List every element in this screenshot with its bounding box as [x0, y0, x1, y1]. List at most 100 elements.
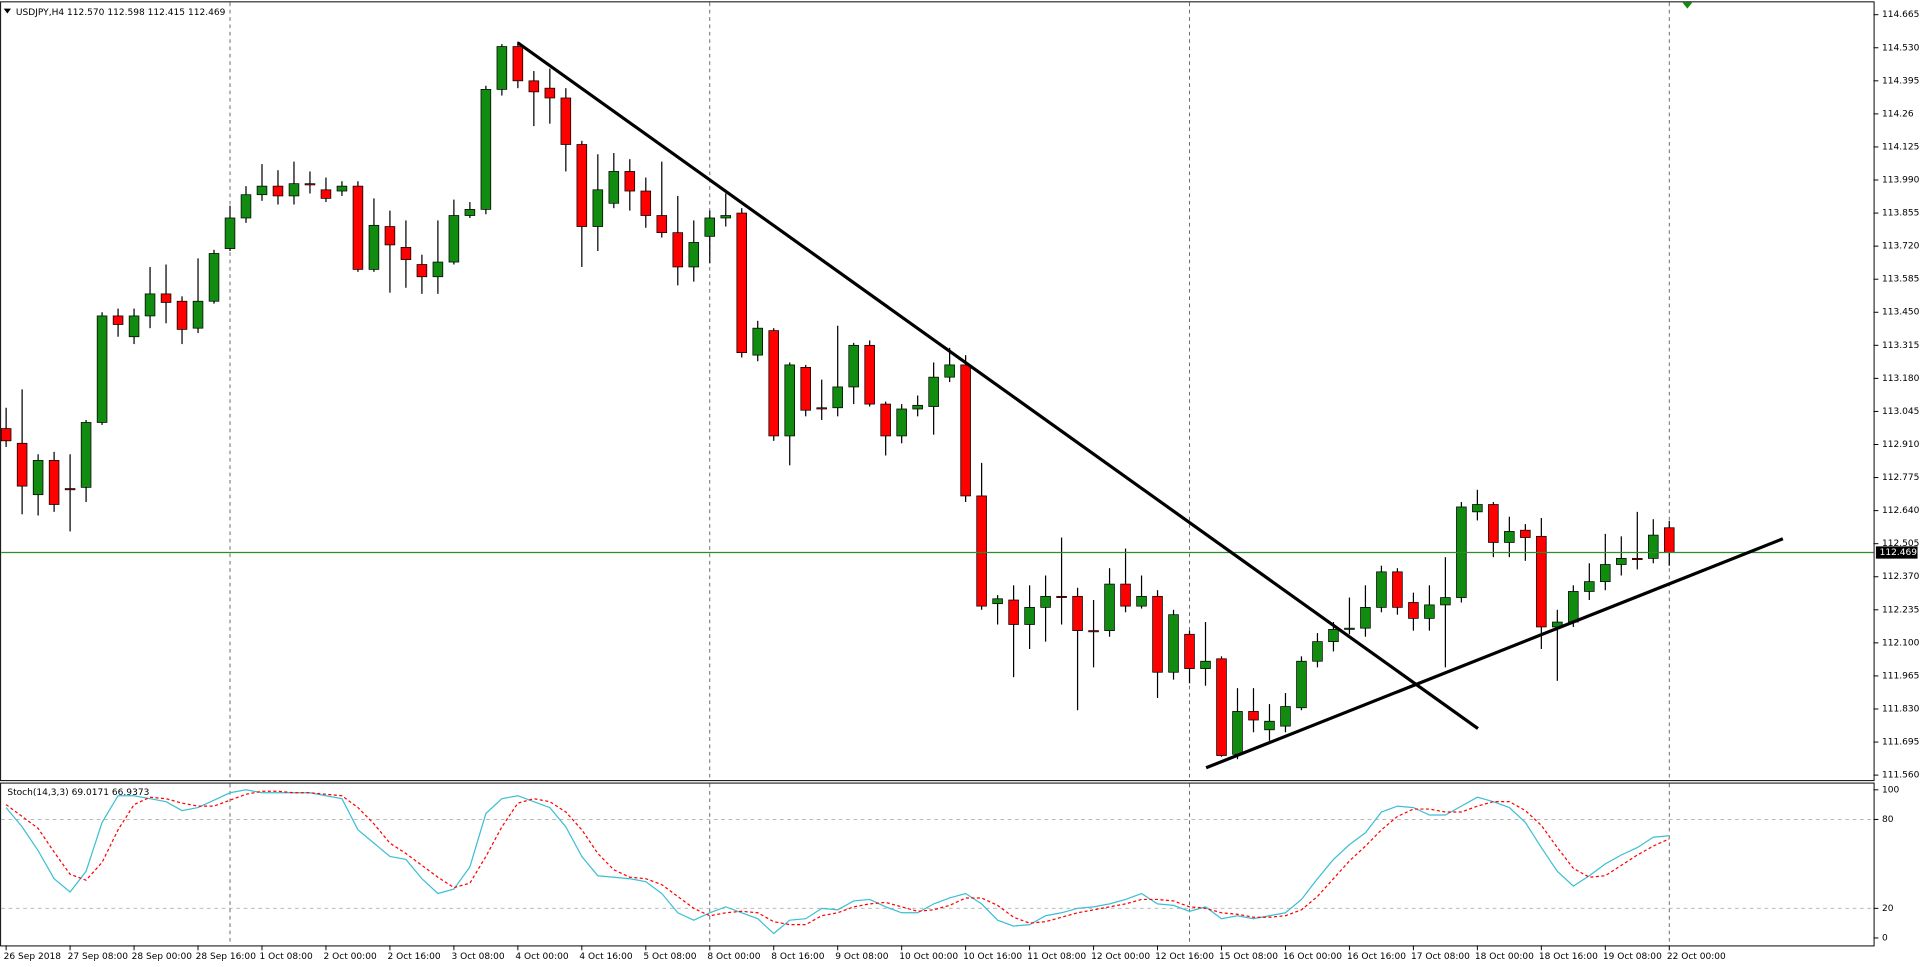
candle-body: [1312, 641, 1323, 662]
x-tick-label: 12 Oct 00:00: [1091, 952, 1150, 962]
candle-body: [32, 460, 44, 496]
x-tick-label: 18 Oct 00:00: [1475, 952, 1534, 962]
y-tick-label: 111.830: [1882, 704, 1920, 714]
candle-body: [864, 344, 875, 405]
candle-body: [704, 217, 716, 237]
candle-body: [1200, 660, 1211, 669]
candle-body: [720, 215, 732, 219]
candle-body: [176, 300, 188, 330]
candle-body: [1024, 606, 1035, 625]
candle-body: [1648, 534, 1659, 559]
candle-body: [1280, 706, 1291, 727]
y-tick-label: 113.315: [1882, 341, 1919, 351]
candle-body: [656, 215, 668, 234]
candle-body: [768, 330, 779, 437]
candle-body: [432, 261, 444, 278]
candle-body: [400, 246, 412, 260]
candle-body: [880, 403, 891, 437]
x-tick-label: 18 Oct 16:00: [1539, 952, 1598, 962]
candle-body: [560, 97, 572, 145]
indicator-title: Stoch(14,3,3): [7, 788, 68, 798]
candle-body: [1568, 591, 1579, 623]
open-value: 112.570: [67, 8, 105, 18]
trendline-up: [1205, 537, 1784, 770]
candle-body: [608, 171, 620, 204]
candle-body: [1152, 595, 1163, 673]
candle-body: [832, 386, 843, 409]
candle-body: [496, 46, 508, 90]
candle-body: [1232, 711, 1243, 755]
x-tick-label: 28 Sep 00:00: [132, 952, 193, 962]
candle-body: [48, 460, 60, 505]
y-tick-label: 112.505: [1882, 539, 1919, 549]
candle-body: [288, 183, 300, 197]
indicator-line: [5, 790, 1670, 926]
candle-body: [208, 253, 220, 302]
candle-body: [1184, 633, 1195, 669]
candle-body: [1440, 597, 1451, 606]
y-tick-label: 111.560: [1882, 771, 1920, 781]
x-tick-label: 10 Oct 00:00: [899, 952, 958, 962]
chart-header: USDJPY,H4 112.570 112.598 112.415 112.46…: [16, 8, 226, 18]
close-value: 112.469: [188, 8, 226, 18]
y-tick-label: 111.965: [1882, 671, 1919, 681]
candle-body: [1520, 529, 1531, 538]
candle-body: [640, 190, 652, 216]
x-tick-label: 16 Oct 16:00: [1347, 952, 1406, 962]
last-price-box: [1875, 546, 1918, 559]
candle-body: [80, 422, 92, 488]
candle-body: [544, 87, 556, 99]
x-tick-label: 8 Oct 16:00: [771, 952, 824, 962]
candle-body: [528, 80, 540, 93]
candle-body: [1072, 595, 1083, 631]
candle-body: [752, 327, 764, 356]
candle-body: [928, 376, 939, 407]
x-tick-label: 12 Oct 16:00: [1155, 952, 1214, 962]
y-tick-label: 113.045: [1882, 407, 1919, 417]
candle-body: [256, 185, 268, 196]
x-tick-label: 22 Oct 00:00: [1667, 952, 1726, 962]
candle-body: [1536, 535, 1547, 628]
candle-body: [96, 315, 108, 423]
candle-body: [1376, 571, 1387, 608]
candle-body: [240, 194, 252, 219]
candle-body: [512, 46, 524, 82]
candle-body: [336, 185, 348, 192]
candle-body: [976, 495, 987, 607]
indicator-tick-label: 0: [1882, 933, 1888, 943]
y-tick-label: 111.695: [1882, 738, 1919, 748]
x-tick-label: 9 Oct 08:00: [835, 952, 888, 962]
x-tick-label: 27 Sep 08:00: [68, 952, 129, 962]
candle-body: [1664, 527, 1675, 553]
y-tick-label: 113.585: [1882, 275, 1919, 285]
candle-body: [192, 300, 204, 329]
candle-body: [624, 171, 636, 192]
candle-body: [1248, 711, 1259, 721]
candle-body: [784, 364, 795, 437]
candle-body: [1408, 602, 1419, 619]
candle-body: [16, 442, 28, 487]
indicator-tick-label: 100: [1882, 785, 1900, 795]
candle-body: [368, 224, 380, 270]
candle-body: [144, 293, 156, 317]
y-tick-label: 113.450: [1882, 308, 1920, 318]
y-tick-label: 112.640: [1882, 506, 1920, 516]
x-tick-label: 19 Oct 08:00: [1603, 952, 1662, 962]
symbol: USDJPY,H4: [16, 8, 64, 18]
d-value: 66.9373: [112, 788, 150, 798]
candle-body: [352, 185, 364, 270]
candle-body: [1008, 599, 1019, 625]
candle-body: [800, 366, 811, 411]
y-tick-label: 113.990: [1882, 176, 1920, 186]
candle-body: [416, 264, 428, 278]
y-tick-label: 112.910: [1882, 440, 1920, 450]
x-tick-label: 26 Sep 2018: [4, 952, 62, 962]
high-value: 112.598: [107, 8, 145, 18]
candle-body: [816, 407, 827, 410]
low-value: 112.415: [148, 8, 185, 18]
candle-body: [736, 212, 748, 354]
k-value: 69.0171: [72, 788, 109, 798]
x-tick-label: 10 Oct 16:00: [963, 952, 1022, 962]
